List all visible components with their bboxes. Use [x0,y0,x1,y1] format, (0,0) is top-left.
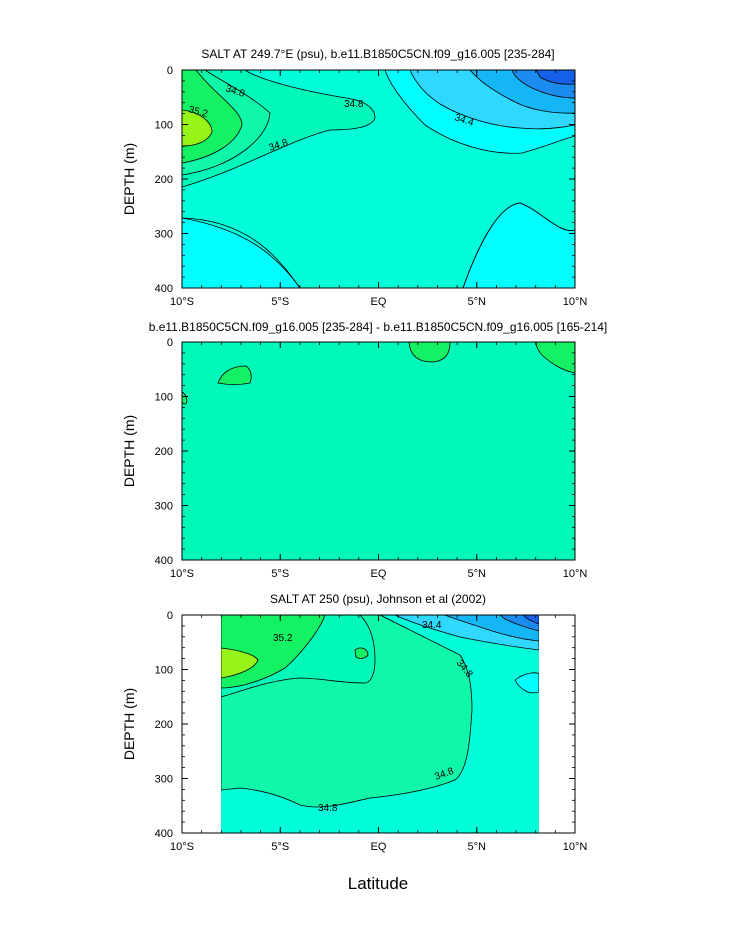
x-tick-label: EQ [371,841,387,853]
panel-3-contours [221,615,539,833]
p3-fill-cyan-blob [514,672,539,694]
x-tick-label: 5°S [271,568,289,580]
x-tick-label: 5°N [468,841,487,853]
panel-1-title: SALT AT 249.7°E (psu), b.e11.B1850C5CN.f… [201,47,554,61]
y-tick-label: 400 [155,283,173,295]
p1-contour-label: 35.2 [187,104,209,120]
panel-2-ylabel: DEPTH (m) [121,415,137,487]
y-tick-label: 300 [155,229,173,241]
x-tick-label: 10°S [170,296,194,308]
y-tick-label: 300 [155,774,173,786]
p1-fill-lime [182,109,213,147]
p3-fill-lime [221,647,259,679]
panel-1-contours [182,70,575,288]
panel-3: 35.2 34.4 34.8 34.8 34.8 SALT AT 250 (ps… [121,592,576,834]
y-tick-label: 100 [155,665,173,677]
p3-fill-green-b [354,647,369,659]
panel-2: b.e11.B1850C5CN.f09_g16.005 [235-284] - … [121,320,608,561]
x-tick-label: 5°S [271,841,289,853]
y-tick-label: 200 [155,719,173,731]
x-tick-label: 10°N [563,841,588,853]
p2-fill-green-b [408,342,451,363]
p3-fill-low1 [522,615,539,625]
y-tick-label: 400 [155,555,173,567]
y-tick-label: 0 [167,337,173,349]
x-tick-label: EQ [371,296,387,308]
x-tick-label: 10°S [170,841,194,853]
y-tick-label: 0 [167,610,173,622]
panel-3-ylabel: DEPTH (m) [121,688,137,760]
p2-fill-green-a [217,365,252,385]
p3-contour-label: 34.8 [318,803,338,814]
x-tick-label: 5°S [271,296,289,308]
p2-fill-green-c [535,342,575,374]
y-tick-label: 400 [155,828,173,840]
p1-contour-label: 34.8 [344,99,364,110]
panel-3-title: SALT AT 250 (psu), Johnson et al (2002) [270,592,486,606]
x-tick-label: 5°N [468,568,487,580]
y-tick-label: 100 [155,120,173,132]
y-tick-label: 200 [155,174,173,186]
x-tick-label: 10°N [563,296,588,308]
panel-2-contours [182,342,575,560]
panel-1: 34.8 34.8 35.2 34.8 34.4 SALT AT 249.7°E… [121,47,576,289]
p3-contour-label: 35.2 [273,633,293,644]
y-tick-label: 200 [155,446,173,458]
panel-1-ylabel: DEPTH (m) [121,143,137,215]
y-tick-label: 300 [155,501,173,513]
y-tick-label: 0 [167,65,173,77]
y-tick-label: 100 [155,392,173,404]
x-tick-label: 10°S [170,568,194,580]
p3-contour-label: 34.4 [422,620,442,631]
x-tick-label: 10°N [563,568,588,580]
p1-contour-deep-left [182,217,301,288]
x-axis-label: Latitude [348,874,409,893]
panel-2-title: b.e11.B1850C5CN.f09_g16.005 [235-284] - … [149,320,608,334]
p1-contour-deep-right [462,202,575,288]
x-tick-label: EQ [371,568,387,580]
x-tick-label: 5°N [468,296,487,308]
